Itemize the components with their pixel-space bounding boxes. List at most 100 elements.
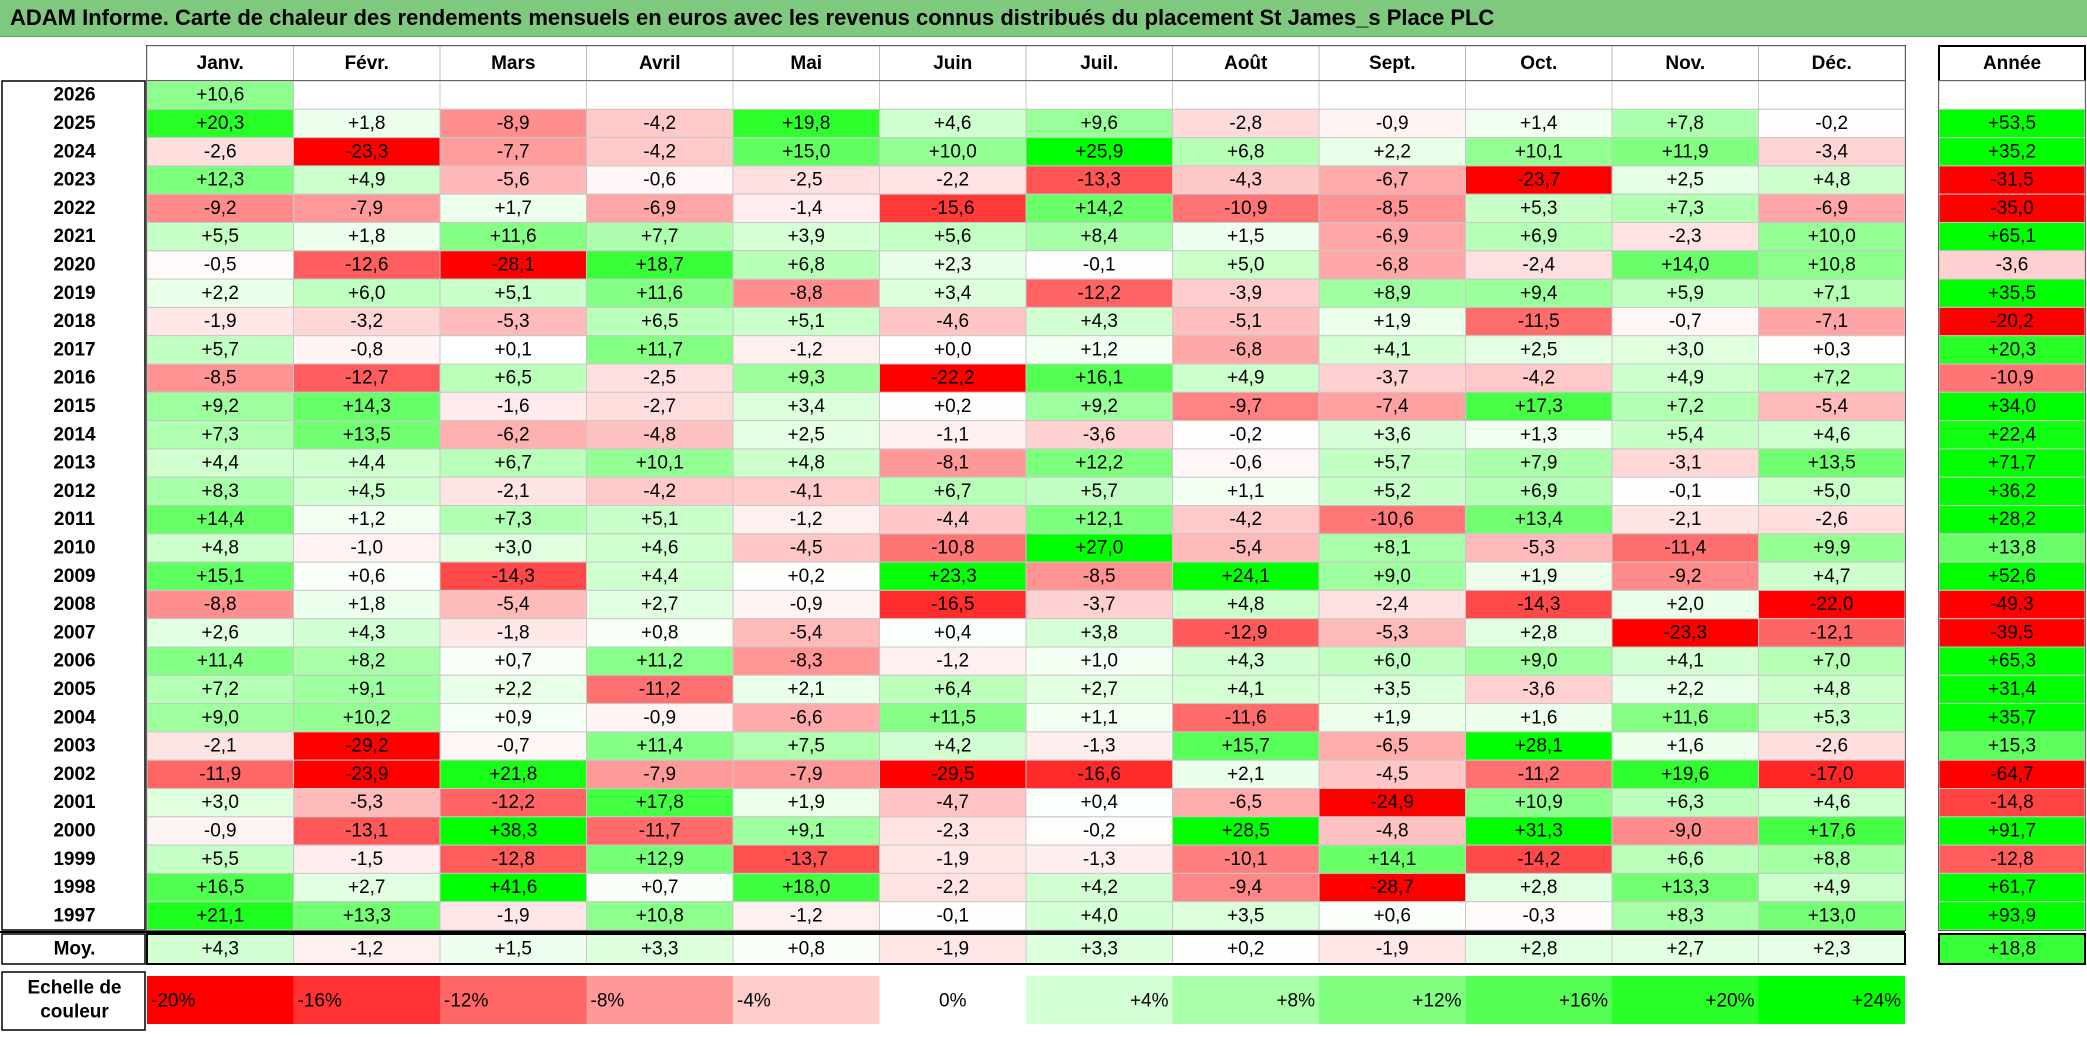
cell-value: +4,2: [1080, 877, 1118, 898]
heat-cell: [1465, 816, 1613, 846]
cell-value: +1,0: [1080, 651, 1118, 672]
heat-cell: [1758, 561, 1906, 591]
heat-cell: [1172, 165, 1320, 195]
cell-value: -13,1: [345, 820, 388, 841]
cell-value: +10,6: [196, 85, 244, 106]
annual-cell: [1938, 589, 2086, 620]
cell-value: +10,1: [1515, 141, 1563, 162]
annual-cell: [1938, 391, 2086, 422]
cell-value: -0,3: [1522, 905, 1555, 926]
heat-cell: [1611, 646, 1759, 676]
heat-cell: [732, 646, 880, 676]
cell-value: +3,4: [787, 396, 825, 417]
month-header-cell: [439, 45, 587, 82]
heat-cell: [146, 788, 294, 818]
scale-swatch: [879, 976, 1026, 1024]
cell-value: +21,8: [489, 764, 537, 785]
cell-value: -5,4: [790, 622, 823, 643]
heat-cell: [146, 108, 294, 139]
cell-value: +9,0: [201, 707, 239, 728]
heat-cell: [1465, 703, 1613, 733]
cell-value: +0,0: [934, 339, 972, 360]
year-label: 2025: [53, 113, 96, 134]
cell-value: +1,6: [1520, 707, 1558, 728]
heat-cell: [439, 533, 587, 563]
cell-value: -4,6: [936, 311, 969, 332]
average-value: +3,3: [641, 939, 679, 960]
cell-value: -4,2: [1522, 368, 1555, 389]
heat-cell: [1758, 872, 1906, 903]
cell-value: +6,0: [348, 283, 386, 304]
scale-step-label: 0%: [939, 991, 967, 1012]
annual-cell: [1938, 335, 2086, 365]
heat-cell: [293, 80, 441, 110]
cell-value: -4,5: [1376, 764, 1409, 785]
cell-value: -12,1: [1810, 622, 1853, 643]
annual-value: +36,2: [1988, 481, 2036, 502]
year-label: 2003: [53, 736, 95, 757]
cell-value: +13,0: [1808, 905, 1856, 926]
heat-cell: [586, 561, 734, 591]
cell-value: +4,6: [1813, 792, 1851, 813]
cell-value: +5,7: [1373, 453, 1411, 474]
cell-value: -12,7: [345, 368, 388, 389]
cell-value: +1,9: [1520, 566, 1558, 587]
heat-cell: [1465, 335, 1613, 365]
cell-value: -3,9: [1229, 283, 1262, 304]
average-cell: [1172, 933, 1320, 965]
cell-value: -12,9: [1224, 622, 1267, 643]
cell-value: +15,7: [1222, 736, 1270, 757]
average-value: +4,3: [201, 939, 239, 960]
annual-value: +65,3: [1988, 651, 2036, 672]
year-label: 2013: [53, 453, 95, 474]
heat-cell: [879, 589, 1027, 620]
cell-value: +7,7: [641, 226, 679, 247]
heat-cell: [439, 391, 587, 422]
heat-cell: [1172, 589, 1320, 620]
cell-value: +2,7: [1080, 679, 1118, 700]
cell-value: +16,1: [1075, 368, 1123, 389]
heat-cell: [732, 391, 880, 422]
heat-cell: [1318, 505, 1466, 535]
scale-swatch: [733, 976, 880, 1024]
heat-cell: [1611, 165, 1759, 195]
heat-cell: [586, 80, 734, 110]
scale-swatch: [1319, 976, 1466, 1024]
heat-cell: [879, 193, 1027, 223]
annual-value: +15,3: [1988, 736, 2036, 757]
cell-value: +1,6: [1666, 736, 1704, 757]
heat-cell: [732, 759, 880, 790]
cell-value: +6,3: [1666, 792, 1704, 813]
annual-cell: [1938, 448, 2086, 478]
cell-value: -4,4: [936, 509, 969, 530]
year-label: 2007: [53, 622, 95, 643]
cell-value: +10,1: [636, 453, 684, 474]
cell-value: +5,6: [934, 226, 972, 247]
heat-cell: [1465, 589, 1613, 620]
cell-value: +5,2: [1373, 481, 1411, 502]
cell-value: +7,9: [1520, 453, 1558, 474]
heat-cell: [1611, 703, 1759, 733]
cell-value: +2,8: [1520, 622, 1558, 643]
average-value: +2,8: [1520, 939, 1558, 960]
cell-value: -2,1: [204, 736, 237, 757]
cell-value: -4,8: [1376, 820, 1409, 841]
heat-cell: [732, 278, 880, 308]
cell-value: -6,7: [1376, 170, 1409, 191]
heat-cell: [1025, 222, 1173, 252]
cell-value: -3,6: [1522, 679, 1555, 700]
annual-cell: [1938, 533, 2086, 563]
heat-cell: [1758, 306, 1906, 337]
cell-value: +4,3: [348, 622, 386, 643]
cell-value: +7,5: [787, 736, 825, 757]
cell-value: -2,7: [643, 396, 676, 417]
heat-cell: [1758, 476, 1906, 507]
heat-cell: [586, 335, 734, 365]
cell-value: -8,3: [790, 651, 823, 672]
year-label: 2022: [53, 198, 95, 219]
heat-cell: [1758, 759, 1906, 790]
cell-value: +2,0: [1666, 594, 1704, 615]
cell-value: +2,6: [201, 622, 239, 643]
annual-value: -64,7: [1990, 764, 2033, 785]
heat-cell: [293, 448, 441, 478]
